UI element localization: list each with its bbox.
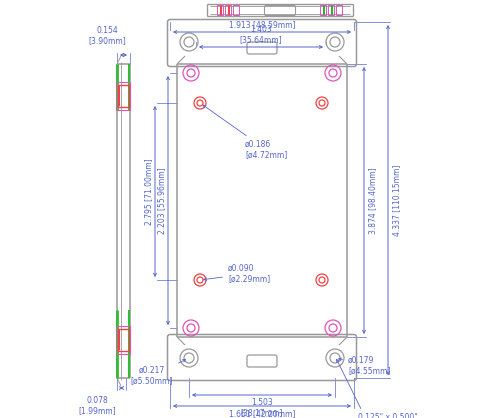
Bar [118, 85, 129, 107]
Bar [320, 5, 326, 15]
Bar [336, 5, 342, 15]
Text: ø0.090
[ø2.29mm]: ø0.090 [ø2.29mm] [204, 264, 270, 283]
Text: 1.913 [48.59mm]: 1.913 [48.59mm] [229, 20, 295, 29]
Text: ø0.179
[ø4.55mm]: ø0.179 [ø4.55mm] [338, 356, 390, 375]
Text: 1.503
[38.17mm]: 1.503 [38.17mm] [241, 398, 283, 418]
Text: 1.661 [42.20mm]: 1.661 [42.20mm] [229, 409, 295, 418]
Text: 1.403
[35.64mm]: 1.403 [35.64mm] [240, 25, 282, 44]
Text: 2.795 [71.00mm]: 2.795 [71.00mm] [144, 158, 153, 225]
Text: 0.125" x 0.500": 0.125" x 0.500" [358, 413, 418, 418]
Text: 0.078
[1.99mm]: 0.078 [1.99mm] [78, 396, 116, 415]
Bar [225, 5, 231, 15]
Text: 0.154
[3.90mm]: 0.154 [3.90mm] [89, 25, 126, 45]
Bar [117, 82, 130, 110]
Text: ø0.217
[ø5.50mm]: ø0.217 [ø5.50mm] [131, 359, 186, 385]
Bar [117, 326, 130, 354]
Bar [328, 5, 334, 15]
Text: 3.874 [98.40mm]: 3.874 [98.40mm] [368, 167, 377, 234]
Bar [217, 5, 223, 15]
Text: 2.203 [55.96mm]: 2.203 [55.96mm] [157, 167, 166, 234]
Text: ø0.186
[ø4.72mm]: ø0.186 [ø4.72mm] [203, 105, 287, 159]
Bar [118, 329, 129, 351]
Bar [233, 5, 239, 15]
Text: 4.337 [110.15mm]: 4.337 [110.15mm] [392, 164, 401, 236]
